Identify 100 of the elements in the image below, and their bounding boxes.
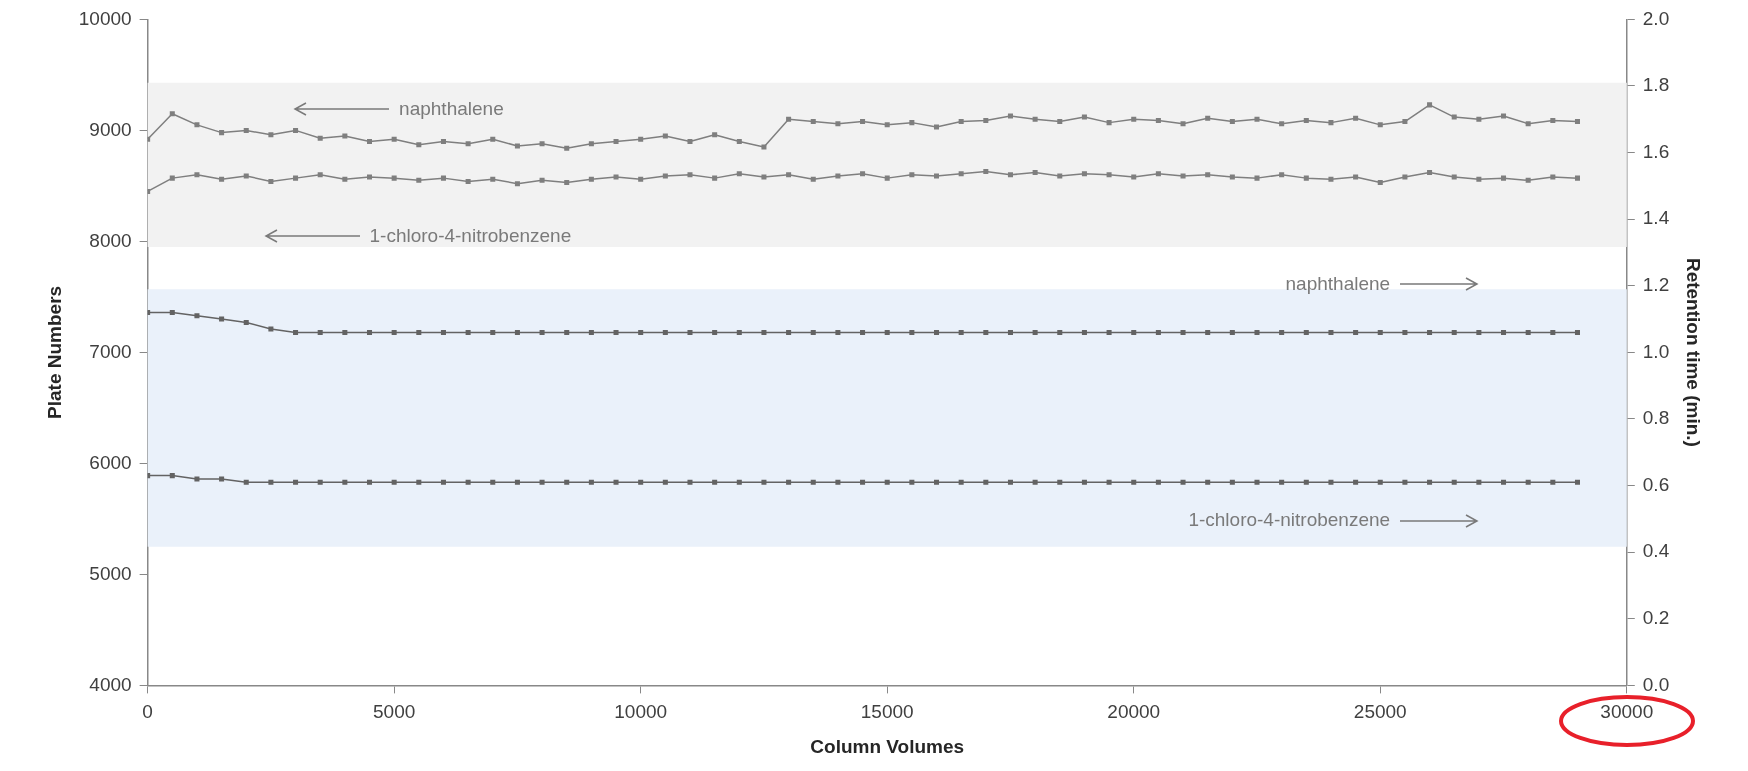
point	[613, 174, 619, 180]
point	[465, 329, 471, 335]
point	[293, 479, 299, 485]
point	[1525, 177, 1531, 183]
point	[613, 329, 619, 335]
point	[638, 329, 644, 335]
point	[1279, 479, 1285, 485]
point	[1081, 171, 1087, 177]
point	[194, 122, 200, 128]
point	[909, 172, 915, 178]
point	[662, 133, 668, 139]
point	[588, 141, 594, 147]
point	[810, 119, 816, 125]
point	[1254, 175, 1260, 181]
point	[268, 132, 274, 138]
point	[1303, 175, 1309, 181]
point	[662, 173, 668, 179]
y-tick-label: 7000	[89, 340, 132, 362]
point	[539, 479, 545, 485]
point	[860, 329, 866, 335]
point	[884, 329, 890, 335]
point	[1279, 329, 1285, 335]
point	[1254, 116, 1260, 122]
y2-axis-title: Retention time (min.)	[1683, 257, 1705, 447]
point	[1180, 329, 1186, 335]
point	[786, 329, 792, 335]
point	[1254, 479, 1260, 485]
point	[1057, 119, 1063, 125]
point	[835, 121, 841, 127]
point	[1328, 329, 1334, 335]
point	[1501, 479, 1507, 485]
x-tick-label: 15000	[860, 701, 914, 723]
point	[786, 479, 792, 485]
point	[712, 479, 718, 485]
point	[564, 479, 570, 485]
point	[1550, 329, 1556, 335]
point	[736, 329, 742, 335]
point	[1377, 180, 1383, 186]
point	[514, 143, 520, 149]
point	[268, 178, 274, 184]
point	[983, 329, 989, 335]
point	[934, 124, 940, 130]
point	[1303, 479, 1309, 485]
point	[1106, 479, 1112, 485]
point	[1427, 329, 1433, 335]
point	[761, 479, 767, 485]
point	[1402, 329, 1408, 335]
point	[465, 479, 471, 485]
point	[1476, 479, 1482, 485]
point	[1106, 120, 1112, 126]
point	[317, 135, 323, 141]
point	[1032, 329, 1038, 335]
point	[687, 479, 693, 485]
point	[1279, 172, 1285, 178]
x-tick-label: 0	[142, 701, 153, 723]
point	[317, 172, 323, 178]
point	[1007, 329, 1013, 335]
point	[983, 479, 989, 485]
x-tick-label: 25000	[1353, 701, 1407, 723]
point	[687, 329, 693, 335]
point	[835, 173, 841, 179]
point	[1402, 174, 1408, 180]
point	[958, 479, 964, 485]
point	[1032, 170, 1038, 176]
point	[1205, 172, 1211, 178]
point	[613, 138, 619, 145]
point	[712, 175, 718, 181]
point	[169, 175, 175, 181]
point	[366, 329, 373, 335]
y-axis-title: Plate Numbers	[43, 285, 65, 419]
point	[416, 479, 422, 485]
y2-tick-label: 2.0	[1642, 7, 1670, 29]
point	[1032, 116, 1038, 122]
point	[1451, 114, 1457, 120]
y2-tick-label: 0.4	[1642, 540, 1670, 562]
point	[1057, 479, 1063, 485]
point	[1574, 119, 1580, 125]
point	[317, 479, 323, 485]
point	[342, 133, 348, 139]
point	[1574, 479, 1580, 485]
annotation: naphthalene	[399, 97, 504, 119]
y2-tick-label: 0.0	[1642, 673, 1670, 695]
point	[712, 329, 718, 335]
point	[1525, 329, 1531, 335]
point	[1501, 329, 1507, 335]
point	[1131, 116, 1137, 122]
point	[194, 476, 200, 482]
point	[1032, 479, 1038, 485]
point	[934, 329, 940, 335]
point	[588, 176, 594, 182]
y2-tick-label: 1.8	[1642, 74, 1670, 96]
point	[391, 329, 397, 335]
point	[1007, 479, 1013, 485]
y-tick-label: 9000	[89, 118, 132, 140]
point	[810, 479, 816, 485]
point	[1574, 175, 1580, 181]
point	[243, 173, 249, 179]
x-tick-label: 30000	[1600, 701, 1654, 723]
point	[366, 174, 373, 180]
point	[490, 329, 496, 335]
